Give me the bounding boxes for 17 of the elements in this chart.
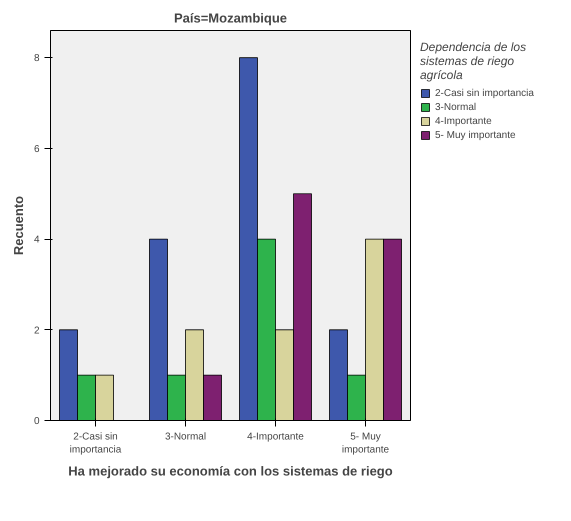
x-tick-label: 3-Normal bbox=[164, 432, 206, 442]
y-tick-label: 8 bbox=[34, 53, 40, 64]
legend-label: 3-Normal bbox=[435, 101, 476, 113]
y-axis-title: Recuento bbox=[10, 196, 26, 256]
y-tick-label: 6 bbox=[34, 144, 40, 155]
y-tick-label: 4 bbox=[34, 234, 40, 246]
legend-label: 5- Muy importante bbox=[435, 129, 516, 141]
legend-label: 4-Importante bbox=[435, 115, 492, 127]
legend-label: 2-Casi sin importancia bbox=[435, 87, 534, 99]
x-tick-label: 4-Importante bbox=[247, 432, 304, 442]
x-tick-label: 2-Casi sin importancia bbox=[70, 432, 122, 456]
chart-title: País=Mozambique bbox=[174, 10, 288, 26]
y-tick-label: 2 bbox=[34, 325, 40, 336]
x-tick-label: 5- Muy importante bbox=[342, 432, 390, 456]
y-tick-label: 0 bbox=[34, 416, 40, 427]
legend-title: Dependencia de los sistemas de riego agrícola bbox=[420, 40, 528, 82]
x-axis-title: Ha mejorado su economía con los sistemas de riego bbox=[68, 464, 393, 479]
